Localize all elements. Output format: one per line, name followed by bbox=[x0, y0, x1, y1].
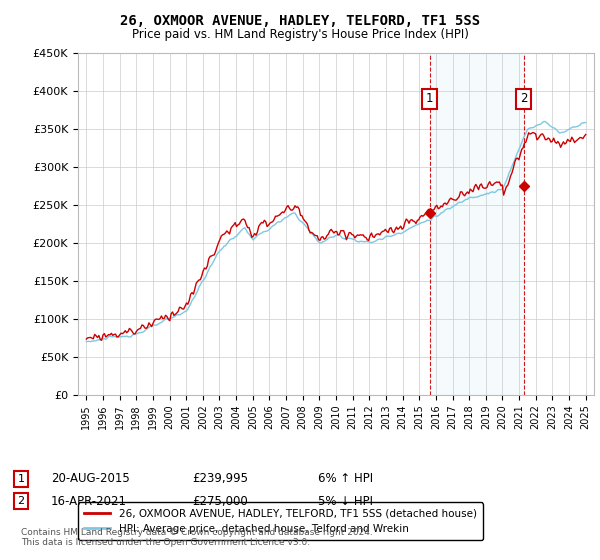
Text: 16-APR-2021: 16-APR-2021 bbox=[51, 494, 127, 508]
Text: 1: 1 bbox=[426, 92, 433, 105]
Text: 2: 2 bbox=[17, 496, 25, 506]
Legend: 26, OXMOOR AVENUE, HADLEY, TELFORD, TF1 5SS (detached house), HPI: Average price: 26, OXMOOR AVENUE, HADLEY, TELFORD, TF1 … bbox=[78, 502, 483, 540]
Text: Contains HM Land Registry data © Crown copyright and database right 2024.
This d: Contains HM Land Registry data © Crown c… bbox=[21, 528, 373, 547]
Text: 2: 2 bbox=[520, 92, 527, 105]
Text: 5% ↓ HPI: 5% ↓ HPI bbox=[318, 494, 373, 508]
Text: 1: 1 bbox=[17, 474, 25, 484]
Text: 26, OXMOOR AVENUE, HADLEY, TELFORD, TF1 5SS: 26, OXMOOR AVENUE, HADLEY, TELFORD, TF1 … bbox=[120, 14, 480, 28]
Text: Price paid vs. HM Land Registry's House Price Index (HPI): Price paid vs. HM Land Registry's House … bbox=[131, 28, 469, 41]
Bar bbox=[430, 53, 524, 395]
Text: £239,995: £239,995 bbox=[192, 472, 248, 486]
Text: 6% ↑ HPI: 6% ↑ HPI bbox=[318, 472, 373, 486]
Text: £275,000: £275,000 bbox=[192, 494, 248, 508]
Text: 20-AUG-2015: 20-AUG-2015 bbox=[51, 472, 130, 486]
